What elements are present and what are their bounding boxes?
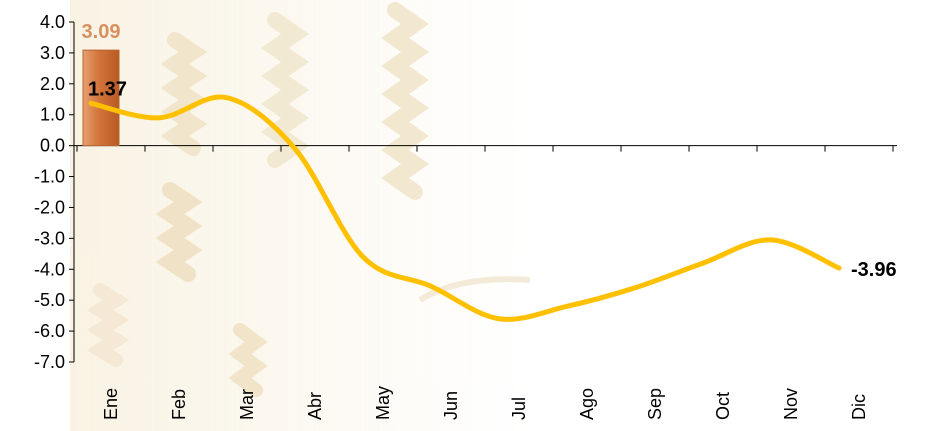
line-point bbox=[770, 239, 772, 241]
x-tick-label: May bbox=[373, 386, 393, 420]
y-tick-label: 4.0 bbox=[40, 12, 65, 32]
line-point bbox=[634, 287, 636, 289]
y-tick-label: -5.0 bbox=[34, 290, 65, 310]
y-tick-label: -1.0 bbox=[34, 167, 65, 187]
data-label: 3.09 bbox=[82, 21, 121, 43]
y-tick-label: -3.0 bbox=[34, 228, 65, 248]
line-point bbox=[838, 267, 840, 269]
plot-area: 4.0 3.0 2.0 1.0 0.0 -1.0 -2.0 -3.0 -4.0 -5.0 -6.0 -… bbox=[34, 12, 897, 420]
data-label: -3.96 bbox=[851, 259, 897, 281]
x-tick-label: Oct bbox=[713, 392, 733, 420]
x-tick-label: Ene bbox=[101, 388, 121, 420]
y-tick-label: 0.0 bbox=[40, 136, 65, 156]
x-tick-label: Sep bbox=[645, 388, 665, 420]
x-tick-label: Feb bbox=[169, 389, 189, 420]
x-tick-label: Nov bbox=[781, 388, 801, 420]
series-line bbox=[88, 94, 842, 322]
y-tick-label: -4.0 bbox=[34, 259, 65, 279]
line-point bbox=[702, 262, 704, 264]
line-point bbox=[90, 102, 92, 104]
line-point bbox=[498, 318, 500, 320]
x-tick-label: Jun bbox=[441, 391, 461, 420]
line-point bbox=[430, 285, 432, 287]
line-point bbox=[362, 256, 364, 258]
y-tick-label: 1.0 bbox=[40, 105, 65, 125]
bar bbox=[82, 49, 120, 147]
line-point bbox=[566, 305, 568, 307]
y-tick-label: -2.0 bbox=[34, 197, 65, 217]
background-watermark bbox=[70, 0, 531, 431]
line-point bbox=[158, 117, 160, 119]
y-tick-label: -7.0 bbox=[34, 352, 65, 372]
x-tick-label: Ago bbox=[577, 388, 597, 420]
x-tick-label: Abr bbox=[305, 392, 325, 420]
y-tick-label: 2.0 bbox=[40, 74, 65, 94]
line-point bbox=[294, 148, 296, 150]
x-tick-label: Mar bbox=[237, 389, 257, 420]
data-label: 1.37 bbox=[88, 78, 127, 100]
y-tick-label: 3.0 bbox=[40, 43, 65, 63]
x-tick-label: Dic bbox=[849, 394, 869, 420]
y-tick-label: -6.0 bbox=[34, 321, 65, 341]
line-point bbox=[226, 97, 228, 99]
x-tick-label: Jul bbox=[509, 397, 529, 420]
